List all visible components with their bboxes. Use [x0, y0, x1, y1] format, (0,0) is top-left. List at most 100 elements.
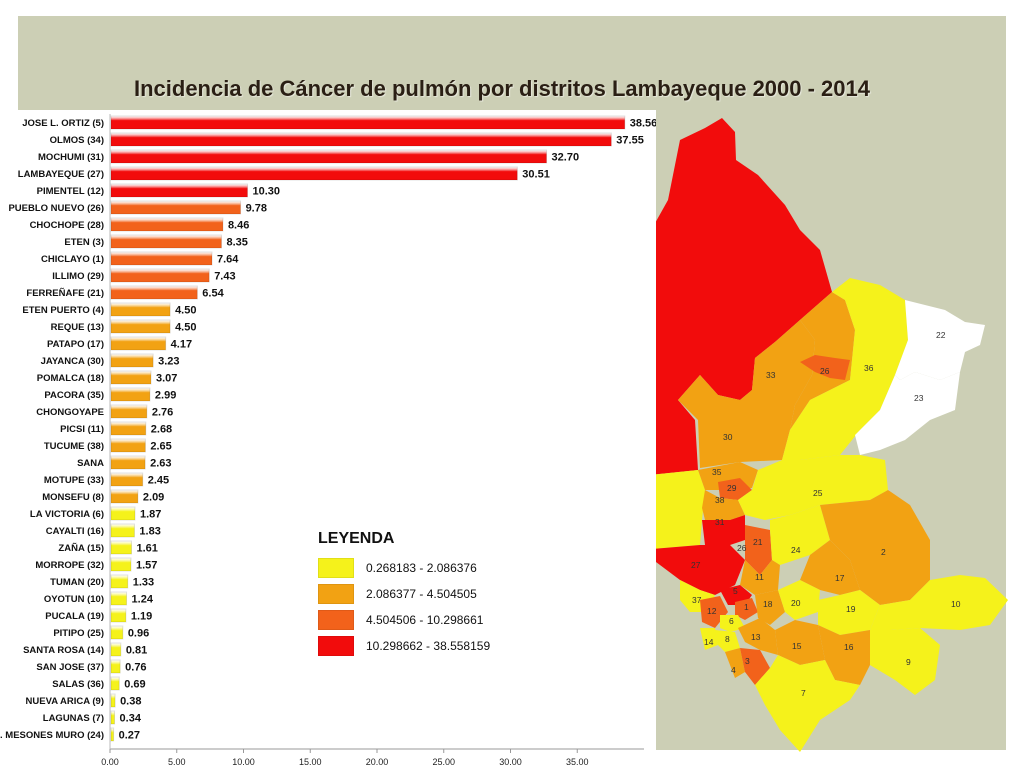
svg-text:9: 9 [906, 657, 911, 667]
category-label: PUCALA (19) [45, 611, 104, 622]
bar [110, 302, 171, 317]
category-label: JOSE L. ORTIZ (5) [22, 118, 104, 129]
value-label: 0.38 [120, 696, 141, 708]
svg-text:5: 5 [733, 586, 738, 596]
svg-text:19: 19 [846, 604, 856, 614]
map-region-23 [855, 372, 960, 455]
x-tick-label: 5.00 [168, 757, 186, 767]
bar [110, 353, 154, 368]
map-region-4 [725, 648, 745, 678]
value-label: 10.30 [253, 186, 281, 198]
bar [110, 642, 122, 657]
svg-text:13: 13 [751, 632, 761, 642]
bar [110, 132, 612, 147]
category-label: ZAÑA (15) [58, 543, 104, 554]
svg-text:26: 26 [737, 543, 747, 553]
bar-chart-panel: JOSE L. ORTIZ (5) 38.56 OLMOS (34) 37.55 MOC… [0, 110, 656, 768]
svg-text:12: 12 [707, 606, 717, 616]
value-label: 0.96 [128, 628, 149, 640]
svg-text:26: 26 [820, 366, 830, 376]
map-region-8 [715, 630, 740, 652]
category-label: SAN JOSE (37) [36, 662, 104, 673]
bar [110, 591, 128, 606]
legend-swatch [318, 584, 354, 604]
svg-text:20: 20 [791, 598, 801, 608]
bar [110, 421, 147, 436]
category-label: TUCUME (38) [44, 441, 104, 452]
svg-text:27: 27 [691, 560, 701, 570]
svg-text:30: 30 [723, 432, 733, 442]
legend-title: LEYENDA [318, 530, 395, 547]
value-label: 8.35 [226, 237, 247, 249]
svg-text:2: 2 [881, 547, 886, 557]
x-tick-label: 0.00 [101, 757, 119, 767]
bar-chart: JOSE L. ORTIZ (5) 38.56 OLMOS (34) 37.55 MOC… [0, 114, 656, 767]
bar [110, 251, 213, 266]
svg-text:29: 29 [727, 483, 737, 493]
value-label: 2.76 [152, 407, 173, 419]
legend: LEYENDA 0.268183 - 2.086376 2.086377 - 4… [318, 530, 518, 662]
bar [110, 285, 198, 300]
value-label: 7.43 [214, 271, 235, 283]
value-label: 0.76 [125, 662, 146, 674]
category-label: LAMBAYEQUE (27) [18, 169, 104, 180]
svg-text:16: 16 [844, 642, 854, 652]
x-tick-label: 10.00 [232, 757, 255, 767]
map-region-7 [755, 655, 860, 752]
bar [110, 540, 132, 555]
map-region-22 [895, 300, 985, 380]
legend-swatch [318, 558, 354, 578]
category-label: ETEN PUERTO (4) [22, 305, 104, 316]
value-label: 0.81 [126, 645, 147, 657]
svg-text:7: 7 [801, 688, 806, 698]
bar [110, 506, 136, 521]
map-region-9 [870, 628, 940, 695]
value-label: 30.51 [522, 169, 550, 181]
value-label: 1.61 [136, 543, 157, 555]
bar [110, 234, 222, 249]
category-label: TUMAN (20) [50, 577, 104, 588]
category-label: CHICLAYO (1) [41, 254, 104, 265]
svg-text:35: 35 [712, 467, 722, 477]
bar [110, 268, 210, 283]
map-region-19 [818, 590, 880, 635]
value-label: 1.24 [132, 594, 154, 606]
map-region-27 [640, 545, 745, 595]
svg-text:31: 31 [715, 517, 725, 527]
value-label: 3.23 [158, 356, 179, 368]
bar [110, 166, 518, 181]
category-label: LA VICTORIA (6) [30, 509, 104, 520]
category-label: POMALCA (18) [37, 373, 104, 384]
svg-text:11: 11 [755, 572, 764, 582]
legend-item: 4.504506 - 10.298661 [318, 610, 518, 630]
map-region-36 [782, 278, 908, 460]
x-tick-label: 25.00 [432, 757, 455, 767]
value-label: 2.65 [150, 441, 171, 453]
map-region-17 [800, 540, 860, 595]
legend-label: 4.504506 - 10.298661 [366, 613, 484, 627]
bar [110, 115, 626, 130]
value-label: 4.50 [175, 305, 196, 317]
category-label: FERREÑAFE (21) [26, 288, 104, 299]
category-label: ILLIMO (29) [52, 271, 104, 282]
map-region-10 [870, 575, 1008, 630]
value-label: 2.63 [150, 458, 171, 470]
legend-swatch [318, 636, 354, 656]
map-region-2 [820, 490, 930, 605]
svg-text:14: 14 [704, 637, 714, 647]
category-label: M. A. MESONES MURO (24) [0, 730, 104, 741]
category-label: MORROPE (32) [35, 560, 104, 571]
legend-item: 0.268183 - 2.086376 [318, 558, 518, 578]
map-region-13 [738, 618, 778, 655]
bar [110, 608, 127, 623]
value-label: 2.68 [151, 424, 172, 436]
category-label: MOTUPE (33) [44, 475, 104, 486]
category-label: CHONGOYAPE [36, 407, 104, 418]
category-label: PIMENTEL (12) [37, 186, 104, 197]
svg-text:37: 37 [692, 595, 702, 605]
value-label: 2.99 [155, 390, 176, 402]
value-label: 1.33 [133, 577, 154, 589]
map-region-3 [740, 648, 770, 685]
x-tick-label: 30.00 [499, 757, 522, 767]
category-label: PITIPO (25) [53, 628, 104, 639]
